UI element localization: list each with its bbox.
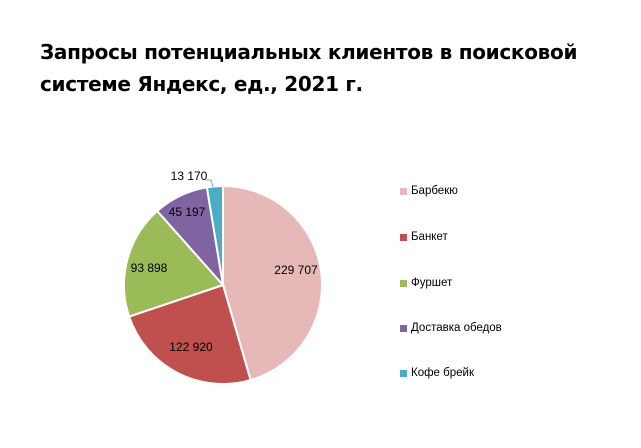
legend-label: Барбекю xyxy=(411,185,458,197)
legend-swatch xyxy=(400,369,407,377)
chart-title-line-2: системе Яндекс, ед., 2021 г. xyxy=(40,72,363,96)
data-label-2: 93 898 xyxy=(131,261,168,275)
legend-swatch xyxy=(400,187,407,195)
data-label-0: 229 707 xyxy=(274,263,318,277)
legend-label: Кофе брейк xyxy=(411,367,474,379)
legend-label: Доставка обедов xyxy=(411,322,502,334)
legend-swatch xyxy=(400,233,407,241)
legend-item-buffet: Фуршет xyxy=(400,276,452,290)
legend-item-coffee-break: Кофе брейк xyxy=(400,366,474,380)
pie-slice-2 xyxy=(123,209,225,318)
data-label-4: 13 170 xyxy=(171,169,208,183)
pie-slice-1 xyxy=(127,283,252,385)
data-label-1: 122 920 xyxy=(169,340,213,354)
pie-slice-4 xyxy=(205,184,224,286)
legend-item-banquet: Банкет xyxy=(400,230,448,244)
chart-title: Запросы потенциальных клиентов в поисков… xyxy=(40,36,600,100)
data-label-3: 45 197 xyxy=(169,205,206,219)
legend-label: Банкет xyxy=(411,231,448,243)
chart-title-line-1: Запросы потенциальных клиентов в поисков… xyxy=(40,40,578,64)
legend-swatch xyxy=(400,279,407,287)
pie-slice-0 xyxy=(222,184,323,382)
legend-item-lunch-delivery: Доставка обедов xyxy=(400,321,502,335)
legend-swatch xyxy=(400,324,407,332)
leader-line xyxy=(206,179,214,188)
legend-label: Фуршет xyxy=(411,277,453,289)
legend-item-barbecue: Барбекю xyxy=(400,184,458,198)
